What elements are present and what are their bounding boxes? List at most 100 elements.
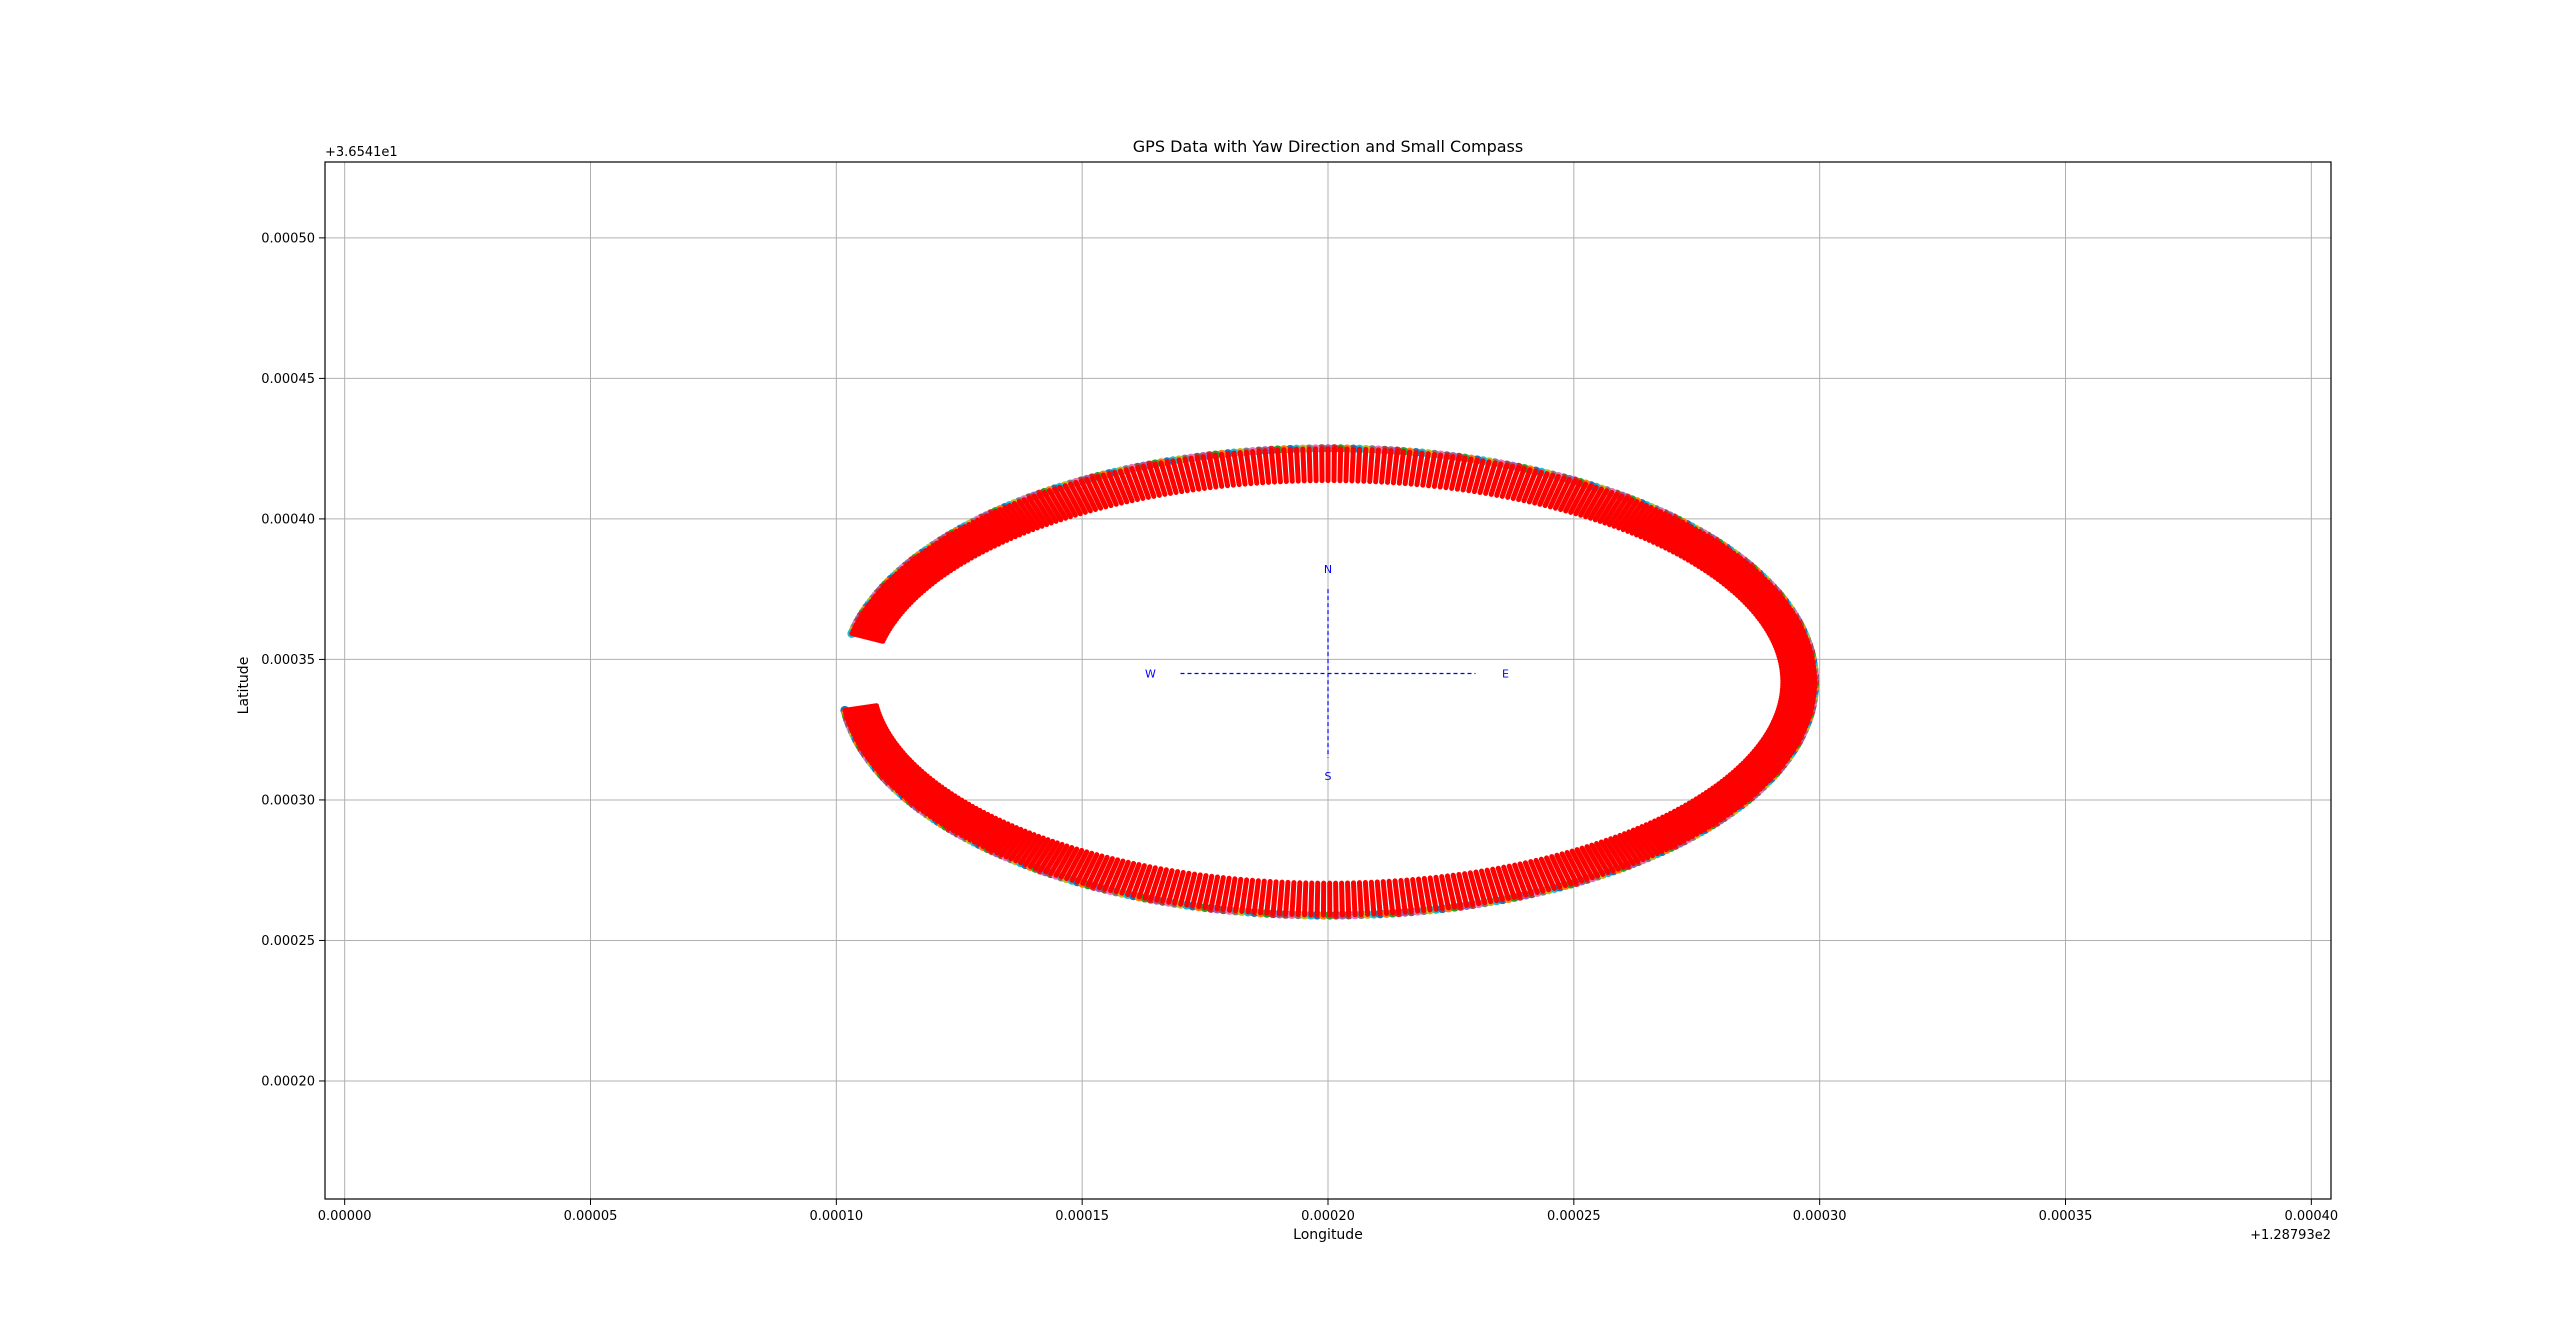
yaw-arrow: [1426, 451, 1437, 489]
yaw-arrow: [1003, 828, 1028, 860]
y-tick-label: 0.00045: [261, 372, 315, 387]
yaw-arrow: [1036, 491, 1059, 524]
x-axis-label: Longitude: [1293, 1227, 1363, 1243]
yaw-arrow: [1021, 497, 1045, 529]
yaw-arrow: [1544, 855, 1563, 890]
yaw-arrow: [1312, 446, 1319, 484]
yaw-arrow: [867, 745, 902, 763]
yaw-arrow: [1018, 833, 1042, 866]
yaw-arrow: [1574, 847, 1595, 881]
yaw-arrow: [1275, 447, 1283, 485]
yaw-arrow: [1730, 769, 1763, 792]
yaw-arrow: [883, 761, 917, 783]
yaw-arrow: [873, 752, 908, 772]
yaw-arrow: [1722, 776, 1754, 800]
yaw-arrow: [1427, 875, 1439, 912]
yaw-arrow: [1749, 593, 1783, 613]
yaw-arrow: [1779, 689, 1817, 697]
yaw-arrow: [1374, 879, 1383, 917]
yaw-arrow: [1343, 446, 1350, 484]
yaw-arrow: [903, 563, 935, 587]
yaw-arrow: [1421, 875, 1433, 913]
yaw-arrow: [1765, 619, 1801, 634]
yaw-arrow: [1119, 860, 1137, 896]
yaw-arrow: [1027, 837, 1051, 870]
yaw-arrow: [883, 582, 917, 603]
yaw-arrow: [1779, 669, 1817, 677]
yaw-arrow: [1558, 478, 1578, 513]
yaw-arrow: [1758, 607, 1794, 625]
yaw-arrow: [909, 558, 941, 582]
yaw-arrow: [1256, 448, 1266, 486]
yaw-arrow: [1769, 628, 1806, 642]
yaw-arrow: [1652, 818, 1678, 848]
yaw-arrow: [1587, 488, 1610, 521]
yaw-arrow: [1642, 511, 1668, 542]
yaw-arrow: [1668, 810, 1696, 839]
yaw-arrow: [1608, 836, 1631, 868]
yaw-arrow: [1058, 846, 1080, 880]
yaw-arrow: [1656, 816, 1683, 846]
yaw-arrow: [1184, 871, 1198, 908]
yaw-arrow: [1057, 484, 1078, 518]
yaw-arrow: [980, 819, 1007, 850]
yaw-arrow: [1751, 596, 1786, 615]
yaw-arrow: [858, 613, 894, 629]
yaw-arrow: [1450, 872, 1464, 909]
yaw-arrow: [1046, 488, 1069, 521]
yaw-arrow: [1611, 497, 1635, 529]
yaw-arrow: [1096, 856, 1115, 891]
yaw-arrow: [1095, 473, 1114, 509]
yaw-arrow: [1172, 869, 1186, 906]
yaw-arrow: [1337, 446, 1344, 484]
yaw-arrow: [855, 619, 891, 634]
yaw-arrow: [1043, 841, 1065, 875]
yaw-arrow: [1697, 794, 1727, 821]
yaw-arrow: [1510, 465, 1527, 501]
yaw-arrow: [1102, 857, 1121, 892]
yaw-arrow: [1738, 762, 1772, 784]
yaw-arrow: [1732, 574, 1765, 596]
yaw-arrow: [1041, 489, 1064, 523]
x-tick-label: 0.00000: [318, 1209, 372, 1224]
x-tick-label: 0.00020: [1301, 1209, 1355, 1224]
yaw-arrow: [1178, 870, 1192, 907]
yaw-arrow: [1589, 842, 1611, 876]
yaw-arrow: [1443, 453, 1456, 491]
yaw-arrow: [1779, 691, 1817, 700]
yaw-arrow: [1053, 844, 1075, 878]
yaw-arrow: [892, 768, 925, 791]
yaw-arrow: [1392, 878, 1402, 916]
yaw-arrow: [1454, 455, 1468, 492]
compass-north-label: N: [1324, 563, 1332, 576]
yaw-arrow: [934, 540, 964, 567]
yaw-arrow: [859, 735, 895, 752]
yaw-arrow: [1117, 468, 1135, 504]
yaw-arrow: [1449, 454, 1462, 491]
yaw-arrow: [1287, 446, 1295, 484]
yaw-arrow: [1483, 460, 1498, 496]
yaw-arrow: [1674, 528, 1703, 557]
yaw-arrow: [1064, 847, 1085, 882]
yaw-arrow: [1650, 515, 1677, 545]
yaw-arrow: [989, 823, 1015, 854]
yaw-arrow: [976, 817, 1003, 847]
yaw-arrow: [916, 553, 947, 578]
yaw-arrow: [1113, 859, 1131, 895]
yaw-arrow: [1456, 871, 1470, 908]
yaw-arrow: [1602, 493, 1625, 526]
yaw-arrow: [1635, 825, 1660, 857]
yaw-arrow: [946, 803, 975, 832]
yaw-arrow: [885, 579, 919, 601]
yaw-arrow: [1583, 486, 1604, 520]
yaw-arrow: [1715, 558, 1747, 583]
yaw-arrow: [1182, 456, 1196, 493]
yaw-arrow: [1466, 457, 1480, 494]
yaw-arrow: [913, 784, 945, 809]
yaw-arrow: [1100, 472, 1119, 507]
yaw-arrow: [1775, 709, 1812, 721]
yaw-arrow: [897, 773, 930, 796]
yaw-arrow: [900, 775, 933, 799]
yaw-arrow: [1123, 467, 1140, 503]
x-tick-label: 0.00030: [1793, 1209, 1847, 1224]
